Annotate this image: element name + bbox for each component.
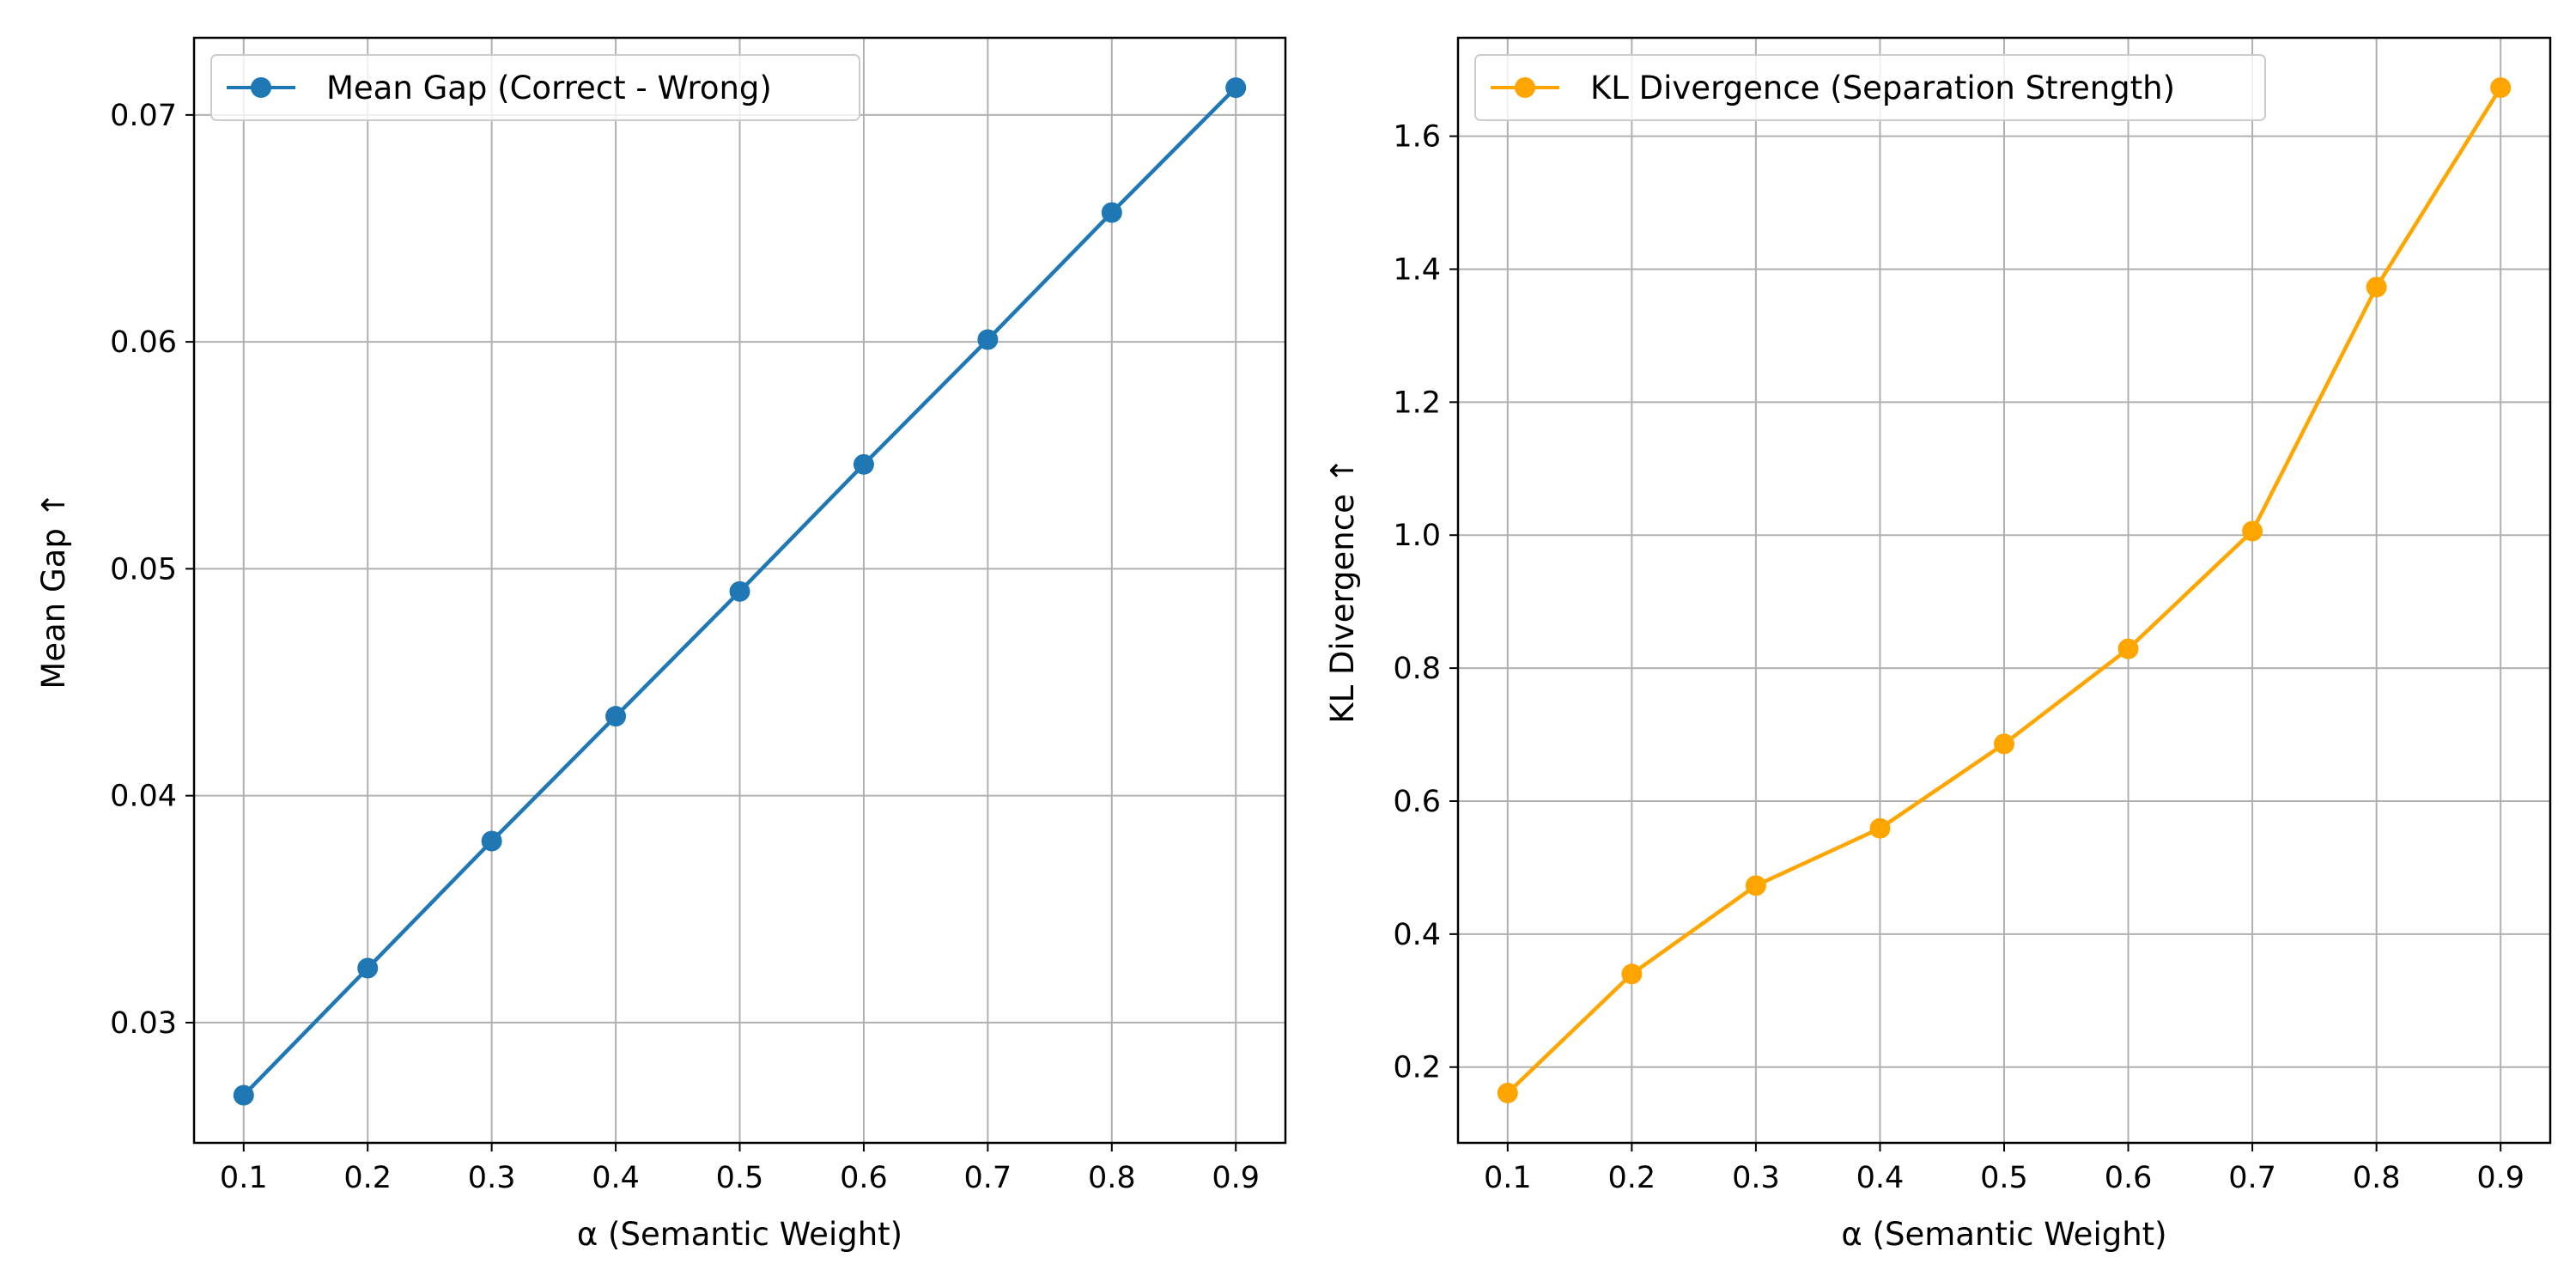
legend: Mean Gap (Correct - Wrong) <box>210 54 860 121</box>
legend-label: Mean Gap (Correct - Wrong) <box>326 70 772 106</box>
data-point <box>1869 817 1891 839</box>
data-point <box>1745 875 1766 896</box>
y-tick-label: 0.4 <box>1393 918 1441 952</box>
y-tick-label: 0.05 <box>110 552 177 586</box>
data-point <box>2366 276 2387 298</box>
x-tick-label: 0.6 <box>2105 1161 2153 1195</box>
x-tick-label: 0.9 <box>1212 1161 1260 1195</box>
x-tick-label: 0.3 <box>1732 1161 1780 1195</box>
data-point <box>853 453 874 475</box>
legend-label: KL Divergence (Separation Strength) <box>1590 70 2175 106</box>
data-point <box>2242 520 2263 542</box>
y-tick-label: 0.06 <box>110 325 177 360</box>
x-tick-label: 0.1 <box>1484 1161 1532 1195</box>
y-tick-label: 1.4 <box>1393 252 1441 287</box>
legend-box <box>210 54 860 121</box>
y-tick-label: 0.2 <box>1393 1051 1441 1085</box>
x-tick-label: 0.9 <box>2476 1161 2524 1195</box>
y-tick-label: 1.0 <box>1393 519 1441 553</box>
y-tick-label: 0.6 <box>1393 785 1441 819</box>
data-point <box>729 580 750 602</box>
x-axis-label: α (Semantic Weight) <box>577 1216 902 1253</box>
y-tick-label: 0.8 <box>1393 652 1441 686</box>
y-tick-label: 0.07 <box>110 99 177 133</box>
x-tick-label: 0.1 <box>220 1161 268 1195</box>
legend: KL Divergence (Separation Strength) <box>1474 54 2266 121</box>
y-tick-label: 0.04 <box>110 780 177 814</box>
legend-marker <box>251 77 271 98</box>
data-point <box>1497 1082 1518 1103</box>
data-point <box>2117 638 2139 659</box>
x-tick-label: 0.2 <box>1608 1161 1656 1195</box>
x-tick-label: 0.8 <box>2353 1161 2401 1195</box>
data-point <box>481 830 502 852</box>
x-tick-label: 0.2 <box>343 1161 392 1195</box>
y-tick-label: 0.03 <box>110 1006 177 1041</box>
axes-frame <box>1456 36 2552 1145</box>
x-tick-label: 0.5 <box>1980 1161 2028 1195</box>
legend-box <box>1474 54 2266 121</box>
y-axis-label: KL Divergence ↑ <box>1324 457 1361 723</box>
x-tick-label: 0.3 <box>468 1161 516 1195</box>
data-point <box>2490 77 2512 99</box>
y-tick-label: 1.2 <box>1393 386 1441 420</box>
data-point <box>605 706 627 727</box>
mean-gap-chart: 0.1 0.2 0.3 0.4 0.5 0.6 0.7 0.8 0.9 0.03 0.04 0.05 0… <box>35 36 1287 1253</box>
axes-frame <box>192 36 1287 1145</box>
data-point <box>1101 202 1122 223</box>
data-point <box>1994 733 2014 755</box>
x-tick-label: 0.7 <box>964 1161 1012 1195</box>
data-point <box>357 957 379 979</box>
x-tick-label: 0.4 <box>1856 1161 1905 1195</box>
x-tick-label: 0.4 <box>592 1161 640 1195</box>
y-tick-label: 1.6 <box>1393 120 1441 155</box>
x-axis-label: α (Semantic Weight) <box>1841 1216 2166 1253</box>
data-point <box>977 329 999 350</box>
x-tick-label: 0.6 <box>840 1161 888 1195</box>
data-point <box>1225 77 1247 99</box>
data-point <box>233 1084 254 1106</box>
y-axis-label: Mean Gap ↑ <box>35 491 72 689</box>
x-tick-label: 0.7 <box>2228 1161 2276 1195</box>
kl-divergence-chart: 0.1 0.2 0.3 0.4 0.5 0.6 0.7 0.8 0.9 0.2 0.4 0.6 0.8 1… <box>1324 36 2552 1253</box>
x-tick-label: 0.5 <box>716 1161 764 1195</box>
legend-marker <box>1515 77 1535 98</box>
data-point <box>1621 963 1643 985</box>
x-tick-label: 0.8 <box>1088 1161 1136 1195</box>
